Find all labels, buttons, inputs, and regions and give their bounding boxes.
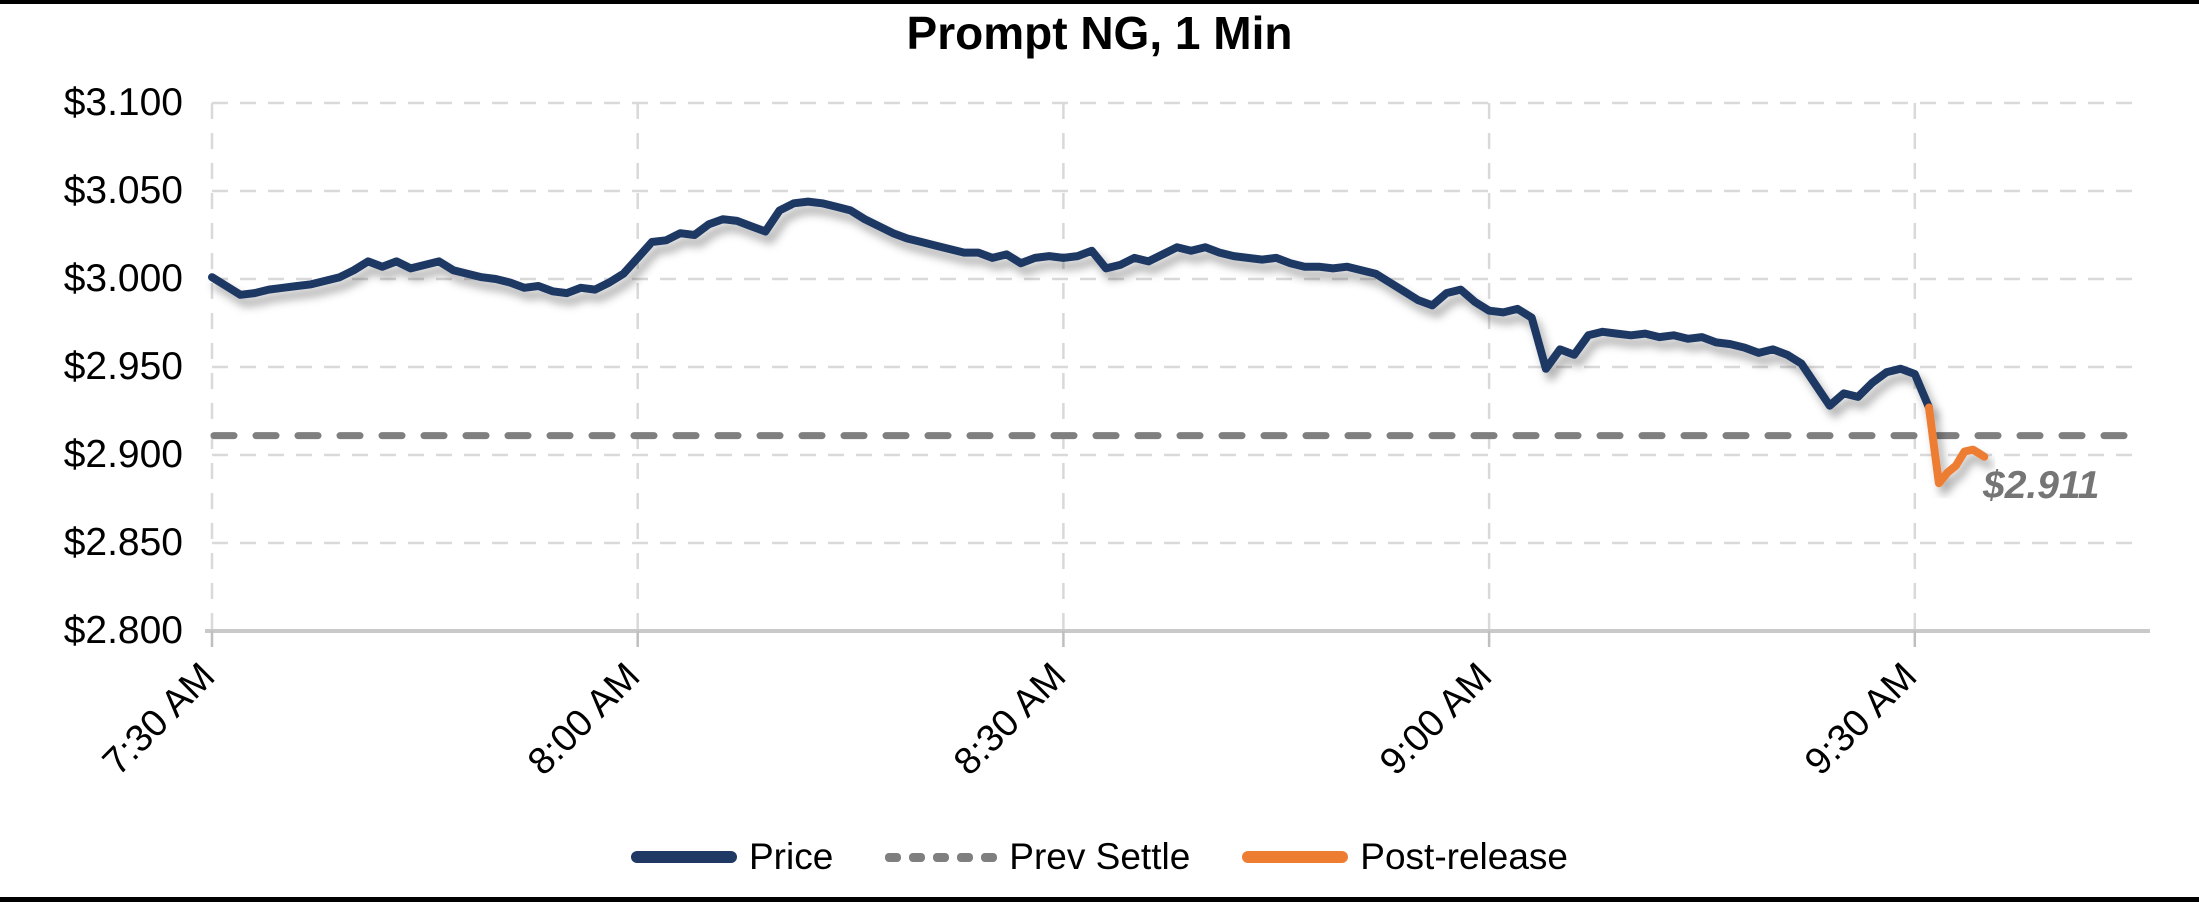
bottom-border	[0, 897, 2199, 902]
legend-label: Post-release	[1360, 836, 1568, 877]
top-border	[0, 0, 2199, 4]
prev-settle-swatch-dash	[933, 852, 950, 862]
chart-title: Prompt NG, 1 Min	[906, 7, 1293, 59]
post-release-line-swatch	[1242, 851, 1349, 863]
post-release-line	[1925, 403, 1989, 488]
legend-label: Price	[748, 836, 834, 877]
prev-settle-swatch-dash	[957, 852, 974, 862]
legend-item-prev-settle: Prev Settle	[885, 836, 1190, 878]
price-line	[208, 197, 1933, 412]
legend-label: Prev Settle	[1009, 836, 1191, 877]
last-price-annotation: $2.911	[1983, 464, 2100, 507]
y-axis-label: $2.950	[63, 345, 183, 388]
prev-settle-swatch-dash	[909, 852, 926, 862]
y-axis-label: $3.000	[63, 257, 183, 300]
prev-settle-line-swatch	[885, 852, 998, 862]
y-axis-label: $3.100	[63, 81, 183, 124]
legend: Price Prev Settle Post-release	[0, 836, 2199, 878]
y-axis-label: $2.800	[63, 609, 183, 652]
price-line-swatch	[630, 851, 737, 863]
legend-item-price: Price	[630, 836, 834, 878]
legend-item-post-release: Post-release	[1242, 836, 1568, 878]
y-axis-label: $3.050	[63, 169, 183, 212]
prev-settle-swatch-dash	[981, 852, 998, 862]
prev-settle-swatch-dash	[885, 852, 902, 862]
y-axis-label: $2.850	[63, 521, 183, 564]
y-axis-label: $2.900	[63, 433, 183, 476]
